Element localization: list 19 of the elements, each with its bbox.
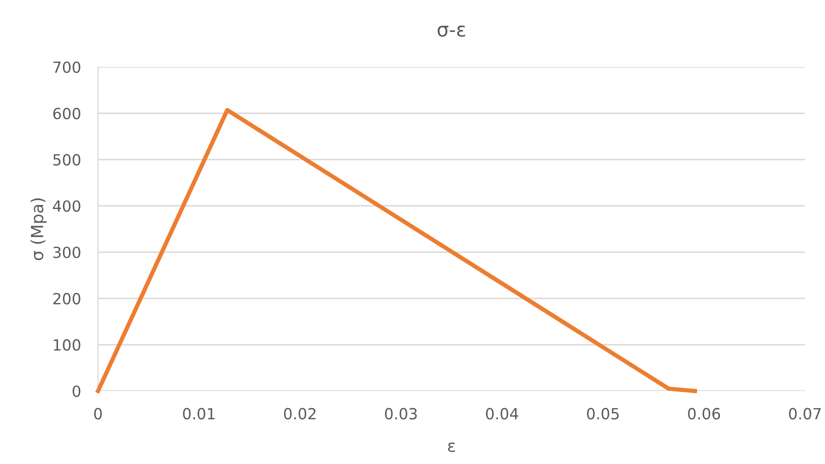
y-tick-label: 300	[53, 246, 80, 258]
y-tick-label: 600	[53, 108, 80, 120]
y-axis-title: σ (Mpa)	[30, 198, 47, 260]
x-tick-label: 0.04	[486, 408, 518, 420]
y-tick-label: 400	[52, 200, 80, 212]
y-tick-label: 700	[53, 61, 80, 74]
y-tick-label: 200	[53, 292, 80, 304]
x-tick-label: 0	[94, 408, 102, 420]
x-tick-label: 0.07	[789, 408, 821, 420]
x-axis-title: ε	[448, 442, 455, 452]
x-tick-label: 0.01	[183, 408, 215, 420]
chart-title: σ-ε	[438, 26, 466, 37]
y-tick-label: 100	[54, 339, 80, 351]
x-tick-label: 0.05	[587, 408, 619, 420]
y-tick-label: 0	[72, 385, 80, 398]
x-tick-label: 0.02	[284, 408, 316, 420]
x-tick-label: 0.03	[385, 408, 417, 420]
y-tick-label: 500	[53, 154, 80, 166]
x-tick-label: 0.06	[688, 408, 720, 420]
